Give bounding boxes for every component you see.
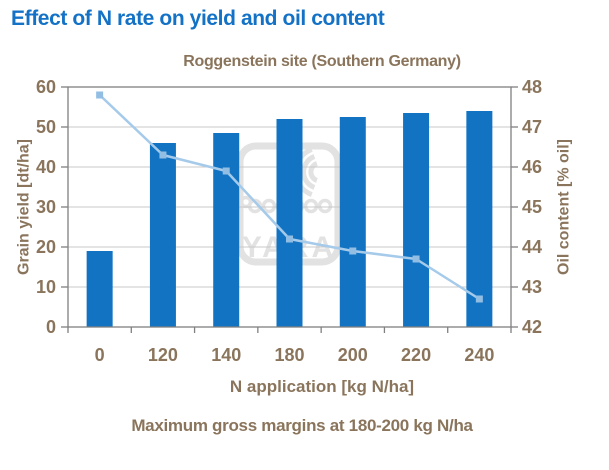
x-tick-label: 180	[274, 345, 304, 365]
line-marker-240	[475, 295, 483, 303]
y-right-tick-label: 45	[522, 197, 542, 217]
y-right-tick-label: 42	[522, 317, 542, 337]
x-tick-label: 220	[401, 345, 431, 365]
watermark-sail-arc	[308, 161, 319, 183]
watermark-shield	[317, 198, 333, 214]
y-left-tick-label: 60	[36, 77, 56, 97]
chart-subtitle: Roggenstein site (Southern Germany)	[183, 53, 461, 70]
line-marker-140	[222, 167, 230, 175]
chart-footnote: Maximum gross margins at 180-200 kg N/ha	[131, 416, 473, 435]
y-axis-right-title: Oil content [% oil]	[556, 139, 573, 275]
y-axis-left-title: Grain yield [dt/ha]	[16, 139, 33, 275]
bar-0	[86, 251, 113, 327]
bar-200	[339, 117, 366, 327]
x-tick-label: 240	[464, 345, 494, 365]
bar-180	[276, 119, 303, 327]
line-marker-0	[96, 91, 104, 99]
y-left-tick-label: 40	[36, 157, 56, 177]
watermark-sail-arc	[301, 154, 316, 190]
x-tick-label: 140	[211, 345, 241, 365]
watermark-shield	[303, 198, 319, 214]
line-marker-180	[286, 235, 293, 243]
x-tick-label: 200	[338, 345, 368, 365]
y-left-tick-label: 0	[46, 317, 56, 337]
y-right-tick-label: 47	[522, 117, 542, 137]
bar-220	[403, 113, 430, 327]
line-series	[96, 91, 483, 303]
y-right-tick-label: 43	[522, 277, 542, 297]
y-left-tick-label: 30	[36, 197, 56, 217]
line-marker-200	[349, 247, 357, 255]
y-left-tick-label: 20	[36, 237, 56, 257]
bar-series	[86, 111, 493, 327]
bar-140	[213, 133, 240, 327]
y-right-tick-label: 48	[522, 77, 542, 97]
y-right-tick-label: 46	[522, 157, 542, 177]
x-tick-label: 120	[148, 345, 178, 365]
y-left-tick-label: 50	[36, 117, 56, 137]
line-marker-220	[412, 255, 420, 263]
bar-120	[149, 143, 176, 327]
watermark-shield	[261, 198, 277, 214]
y-left-tick-label: 10	[36, 277, 56, 297]
x-axis-title: N application [kg N/ha]	[230, 377, 414, 396]
x-tick-label: 0	[95, 345, 105, 365]
axes	[61, 86, 518, 333]
line-marker-120	[159, 151, 167, 159]
page-title: Effect of N rate on yield and oil conten…	[11, 7, 385, 30]
bar-240	[466, 111, 493, 327]
y-right-tick-label: 44	[522, 237, 542, 257]
tick-labels: 0 10 20 30 40 50 60 42 43 44 45 46 47 48 0 120 140 180 200…	[36, 77, 542, 365]
